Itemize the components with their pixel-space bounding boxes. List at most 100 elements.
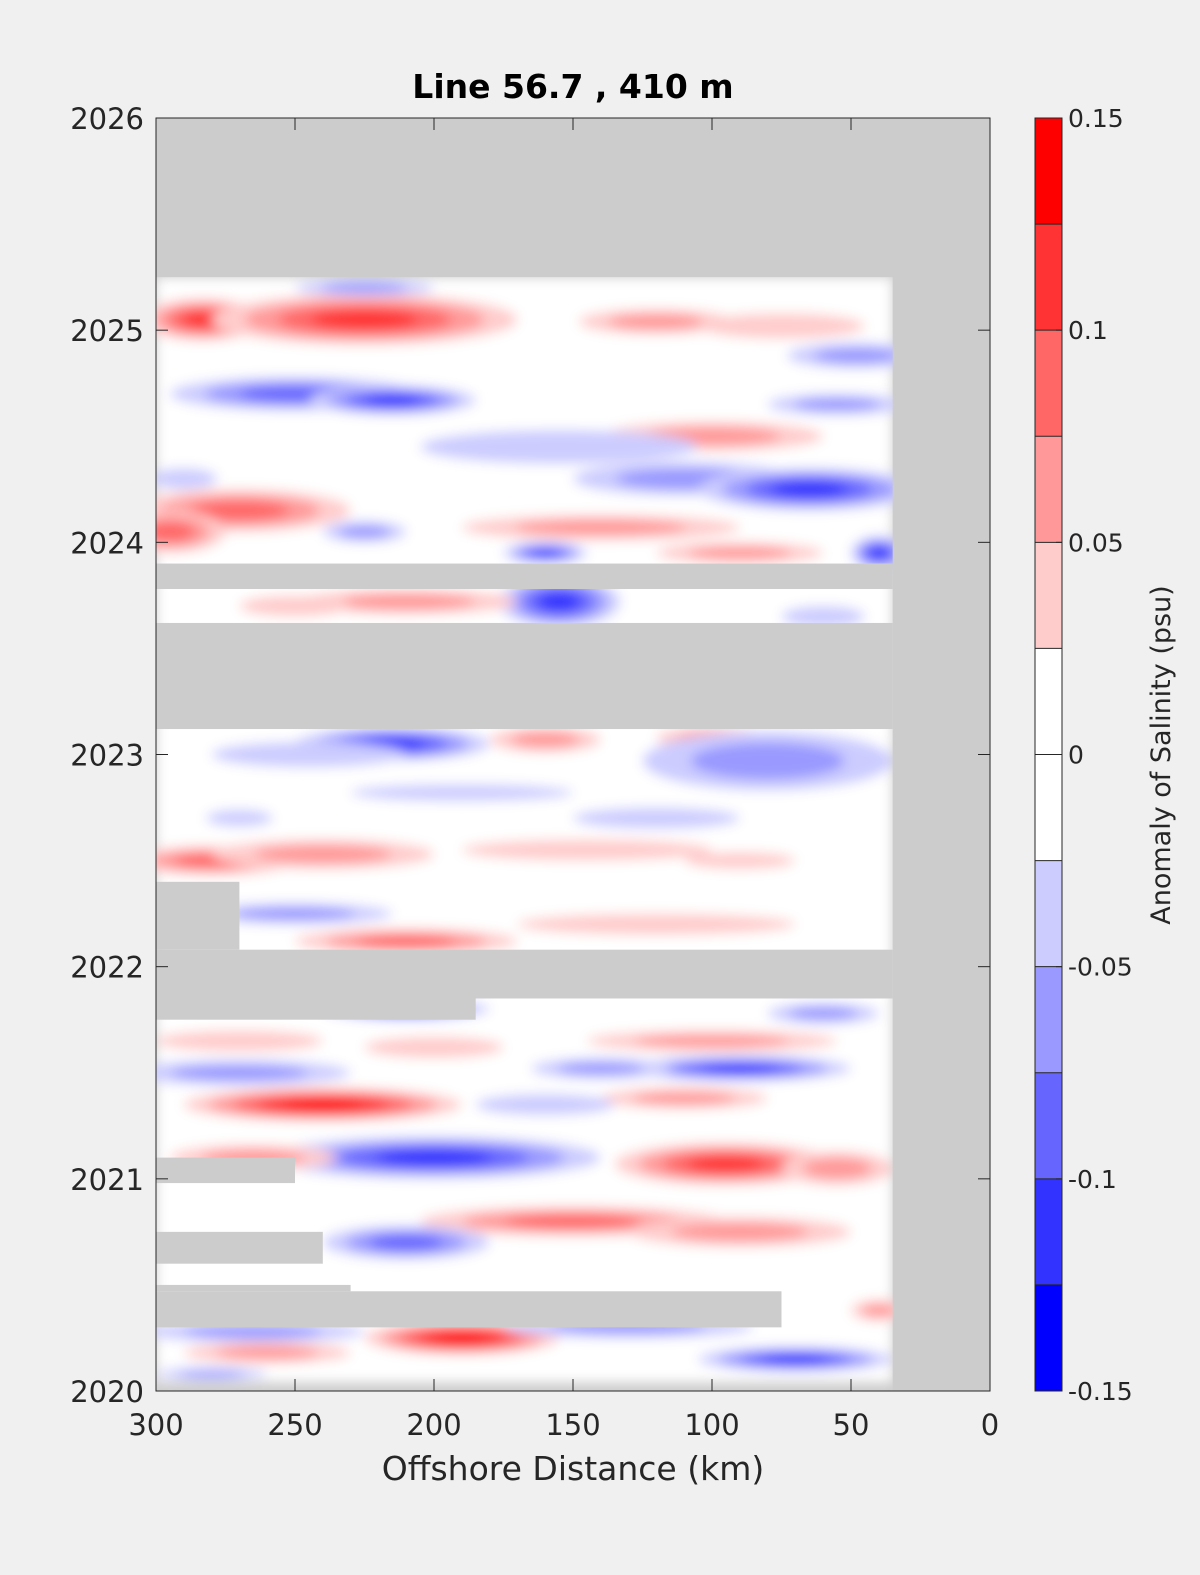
anomaly-contour bbox=[189, 501, 289, 520]
anomaly-contour bbox=[170, 1064, 308, 1081]
anomaly-contour bbox=[530, 549, 560, 557]
y-tick-label: 2021 bbox=[70, 1163, 144, 1197]
missing-region bbox=[892, 118, 990, 1391]
colorbar-segment bbox=[1035, 118, 1062, 225]
anomaly-contour bbox=[177, 1370, 246, 1378]
colorbar-segment bbox=[1035, 542, 1062, 649]
anomaly-contour bbox=[688, 546, 792, 560]
colorbar-segment bbox=[1035, 436, 1062, 543]
x-tick-label: 200 bbox=[406, 1408, 461, 1442]
y-tick-label: 2025 bbox=[70, 314, 144, 348]
anomaly-contour bbox=[206, 809, 273, 827]
missing-region bbox=[156, 998, 476, 1020]
anomaly-contour bbox=[337, 593, 475, 610]
anomaly-contour bbox=[537, 592, 581, 611]
anomaly-contour bbox=[211, 741, 407, 768]
colorbar-tick-label: 0 bbox=[1068, 741, 1084, 770]
anomaly-contour bbox=[156, 1030, 323, 1052]
anomaly-contour bbox=[375, 1150, 493, 1165]
anomaly-contour bbox=[283, 1099, 363, 1110]
missing-region bbox=[156, 1291, 782, 1328]
anomaly-contour bbox=[515, 519, 687, 536]
anomaly-contour bbox=[770, 481, 848, 497]
colorbar-segment bbox=[1035, 754, 1062, 862]
anomaly-contour bbox=[690, 742, 845, 780]
colorbar-tick-label: 0.05 bbox=[1068, 528, 1124, 557]
anomaly-contour bbox=[684, 852, 796, 870]
missing-region bbox=[156, 1284, 351, 1292]
x-tick-label: 300 bbox=[128, 1408, 183, 1442]
missing-region bbox=[156, 1157, 295, 1184]
missing-region bbox=[156, 622, 893, 730]
anomaly-contour bbox=[215, 1346, 319, 1360]
anomaly-contour bbox=[350, 784, 573, 802]
anomaly-contour bbox=[356, 935, 456, 947]
anomaly-contour bbox=[869, 547, 889, 559]
missing-region bbox=[156, 881, 240, 950]
colorbar-segment bbox=[1035, 330, 1062, 437]
x-tick-label: 150 bbox=[545, 1408, 600, 1442]
anomaly-contour bbox=[321, 282, 408, 293]
colorbar-tick-label: -0.05 bbox=[1068, 953, 1133, 982]
anomaly-contour bbox=[434, 1333, 490, 1343]
anomaly-contour bbox=[184, 1325, 322, 1339]
x-axis-label: Offshore Distance (km) bbox=[382, 1449, 764, 1488]
anomaly-contour bbox=[254, 845, 392, 864]
anomaly-contour bbox=[794, 397, 880, 411]
plot-area bbox=[156, 118, 990, 1391]
anomaly-contour bbox=[235, 907, 355, 921]
anomaly-contour bbox=[687, 1156, 765, 1172]
missing-region bbox=[156, 563, 893, 590]
anomaly-contour bbox=[510, 731, 580, 748]
colorbar-tick-label: -0.1 bbox=[1068, 1165, 1117, 1194]
anomaly-contour bbox=[632, 1091, 736, 1105]
anomaly-contour bbox=[311, 310, 418, 329]
x-tick-label: 100 bbox=[684, 1408, 739, 1442]
missing-data-mask bbox=[156, 118, 990, 1391]
colorbar: 0.15 0.1 0.05 0 -0.05 -0.1 -0.15 bbox=[1034, 104, 1133, 1406]
chart-title: Line 56.7 , 410 m bbox=[412, 67, 733, 106]
anomaly-contour bbox=[635, 1034, 789, 1048]
colorbar-segment bbox=[1035, 1072, 1062, 1180]
anomaly-contour bbox=[788, 1006, 858, 1020]
missing-region bbox=[156, 1231, 323, 1264]
anomaly-contour bbox=[156, 468, 218, 490]
colorbar-segment bbox=[1035, 1178, 1062, 1286]
colorbar-segment bbox=[1035, 860, 1062, 968]
x-tick-label: 250 bbox=[267, 1408, 322, 1442]
x-axis: 300 250 200 150 100 50 0 bbox=[128, 118, 999, 1442]
colorbar-tick-label: 0.1 bbox=[1068, 316, 1108, 345]
colorbar-segment bbox=[1035, 966, 1062, 1074]
anomaly-contour bbox=[364, 1036, 504, 1058]
anomaly-contour bbox=[608, 313, 705, 330]
anomaly-contour bbox=[338, 525, 391, 539]
anomaly-contour bbox=[802, 1157, 872, 1179]
anomaly-contour bbox=[861, 1303, 896, 1317]
anomaly-contour bbox=[420, 429, 699, 464]
anomaly-contour bbox=[558, 1061, 644, 1076]
anomaly-contour bbox=[701, 1064, 779, 1073]
y-tick-label: 2026 bbox=[70, 102, 144, 136]
y-tick-label: 2023 bbox=[70, 739, 144, 773]
anomaly-contour bbox=[573, 807, 740, 829]
missing-region bbox=[156, 949, 893, 999]
colorbar-segment bbox=[1035, 224, 1062, 331]
anomaly-contour bbox=[781, 605, 865, 628]
x-tick-label: 0 bbox=[981, 1408, 999, 1442]
colorbar-segment bbox=[1035, 648, 1062, 755]
anomaly-contour bbox=[698, 313, 865, 339]
anomaly-contour bbox=[475, 1093, 615, 1116]
y-tick-label: 2024 bbox=[70, 526, 144, 560]
anomaly-contour bbox=[761, 1354, 830, 1364]
anomaly-contour bbox=[461, 839, 712, 861]
colorbar-segment bbox=[1035, 1284, 1062, 1392]
colorbar-tick-label: 0.15 bbox=[1068, 104, 1124, 133]
y-axis: 2020 2021 2022 2023 2024 2025 2026 bbox=[70, 102, 990, 1409]
anomaly-contour bbox=[517, 913, 796, 935]
missing-region bbox=[156, 118, 990, 278]
anomaly-field bbox=[156, 277, 927, 1383]
anomaly-contour bbox=[505, 1214, 641, 1228]
y-tick-label: 2022 bbox=[70, 951, 144, 985]
anomaly-contour bbox=[813, 347, 900, 364]
